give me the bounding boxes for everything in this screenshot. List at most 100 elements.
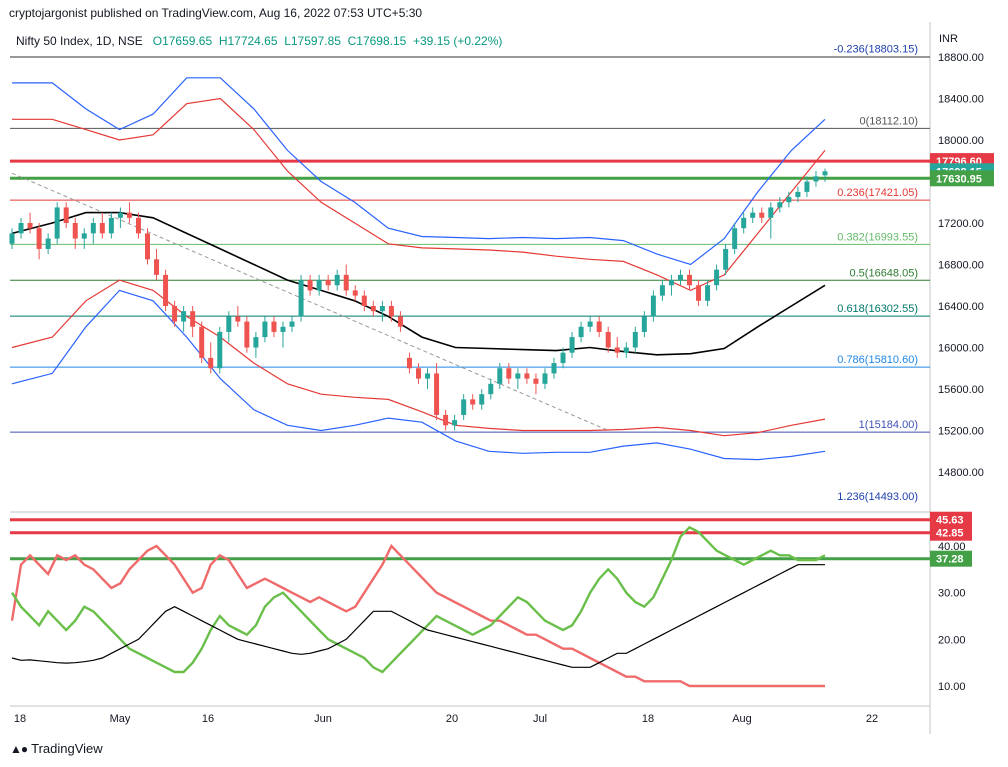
candle-body xyxy=(650,295,656,317)
time-tick: 16 xyxy=(202,713,214,725)
candle-body xyxy=(551,363,557,374)
price-tick: 15200.00 xyxy=(938,426,984,438)
candle xyxy=(63,202,69,229)
candle xyxy=(99,212,105,239)
fib-label: 0.618(16302.55) xyxy=(837,303,918,315)
candle-body xyxy=(126,212,132,218)
osc-level-text: 42.85 xyxy=(936,528,964,540)
candle-body xyxy=(27,223,33,229)
candle xyxy=(81,228,87,249)
candle xyxy=(732,223,738,255)
candle xyxy=(506,363,512,384)
candle-body xyxy=(677,274,683,281)
candle xyxy=(596,316,602,338)
candle xyxy=(443,409,449,431)
candle xyxy=(135,212,141,239)
candle xyxy=(18,217,24,239)
candle xyxy=(632,326,638,353)
time-tick: 22 xyxy=(866,713,878,725)
trendline xyxy=(11,172,609,431)
candle xyxy=(181,306,187,332)
candle xyxy=(804,176,810,198)
candle xyxy=(388,300,394,322)
tradingview-brand[interactable]: ▲● TradingView xyxy=(10,741,103,756)
candle xyxy=(497,363,503,389)
candle-body xyxy=(199,326,205,358)
candle xyxy=(343,264,349,296)
candle xyxy=(795,186,801,203)
candle xyxy=(226,311,232,343)
price-label-text: 17630.95 xyxy=(936,173,982,185)
fib-label: 0.786(15810.60) xyxy=(837,354,918,366)
candle-body xyxy=(406,357,412,369)
axes: INR18800.0018400.0018000.0017600.0017200… xyxy=(14,33,994,725)
time-tick: Aug xyxy=(732,713,752,725)
candle xyxy=(705,280,711,306)
candle xyxy=(452,414,458,431)
brand-label: TradingView xyxy=(31,741,103,756)
candle-body xyxy=(18,223,24,234)
candle-body xyxy=(614,347,620,353)
candle-body xyxy=(714,269,720,286)
candle-body xyxy=(9,233,15,244)
candle-body xyxy=(117,212,123,218)
candle xyxy=(397,311,403,332)
candle xyxy=(813,171,819,187)
candle xyxy=(145,228,150,265)
candle xyxy=(659,280,665,301)
candle xyxy=(587,316,593,332)
price-tick: 18800.00 xyxy=(938,52,984,64)
candle-body xyxy=(90,223,96,234)
candle xyxy=(126,202,132,223)
candle-body xyxy=(226,316,232,332)
candle xyxy=(470,394,476,410)
candle-body xyxy=(343,274,349,291)
osc-line-red xyxy=(10,543,825,688)
candle xyxy=(560,347,566,369)
candle-body xyxy=(325,280,331,286)
candle xyxy=(379,300,385,322)
band-lower-red xyxy=(11,279,826,437)
osc-tick: 40.00 xyxy=(938,541,966,553)
band-lower-blue xyxy=(11,289,826,461)
candle-body xyxy=(777,202,783,208)
candle xyxy=(741,212,747,234)
candle xyxy=(190,306,196,338)
candle-body xyxy=(732,228,738,249)
price-tick: 16000.00 xyxy=(938,343,984,355)
osc-level-bg xyxy=(930,524,972,541)
candle-body xyxy=(36,228,42,249)
price-tick: 18000.00 xyxy=(938,135,984,147)
candle xyxy=(542,368,548,389)
time-tick: Jun xyxy=(314,713,332,725)
candle-body xyxy=(54,207,60,239)
candle xyxy=(262,316,268,343)
candle xyxy=(696,280,702,306)
candle-body xyxy=(388,306,394,317)
candle xyxy=(253,331,259,358)
publisher-line: cryptojargonist published on TradingView… xyxy=(9,6,423,20)
candle xyxy=(289,316,295,332)
price-tick: 14800.00 xyxy=(938,467,984,479)
fib-label: 1(15184.00) xyxy=(859,419,918,431)
candle-body xyxy=(416,368,421,379)
candle xyxy=(623,342,629,358)
candle-body xyxy=(145,233,150,260)
candle-body xyxy=(208,357,214,369)
symbol-name[interactable]: Nifty 50 Index, 1D, NSE xyxy=(16,34,143,48)
candle xyxy=(786,191,792,208)
candle-body xyxy=(795,191,801,198)
candle xyxy=(199,321,205,364)
price-label-bg xyxy=(930,170,994,187)
candle-body xyxy=(641,316,647,332)
band-upper-blue xyxy=(12,77,826,266)
osc-level-text: 37.28 xyxy=(936,554,964,566)
band-lines xyxy=(11,77,826,461)
symbol-legend: Nifty 50 Index, 1D, NSE O17659.65 H17724… xyxy=(16,34,502,48)
candles xyxy=(9,168,828,431)
candle-body xyxy=(425,373,431,379)
candle xyxy=(316,274,322,296)
candle-body xyxy=(605,331,611,348)
candle-body xyxy=(542,373,548,384)
